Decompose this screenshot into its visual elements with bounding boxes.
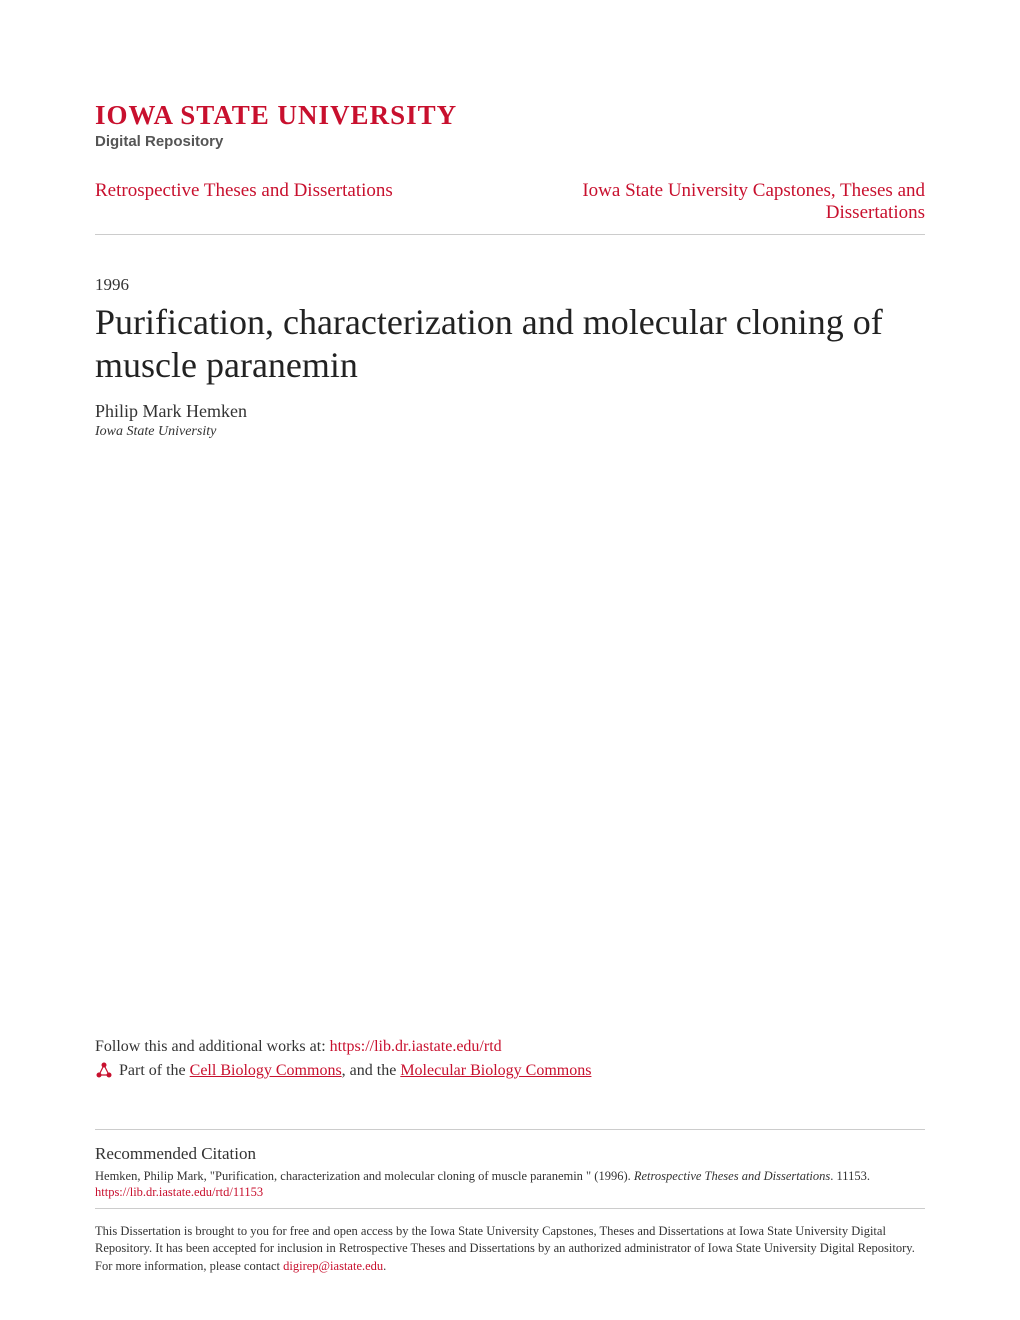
- author-affiliation: Iowa State University: [95, 424, 925, 440]
- publication-year: 1996: [95, 275, 925, 295]
- contact-email[interactable]: digirep@iastate.edu: [283, 1259, 383, 1273]
- partof-middle: , and the: [342, 1062, 401, 1079]
- logo-institution: Iowa State University: [95, 100, 925, 131]
- author-name: Philip Mark Hemken: [95, 401, 925, 422]
- follow-prefix: Follow this and additional works at:: [95, 1038, 330, 1055]
- citation-url[interactable]: https://lib.dr.iastate.edu/rtd/11153: [95, 1185, 925, 1200]
- document-title: Purification, characterization and molec…: [95, 301, 925, 387]
- follow-line: Follow this and additional works at: htt…: [95, 1038, 925, 1056]
- logo-subtitle: Digital Repository: [95, 133, 925, 150]
- follow-url[interactable]: https://lib.dr.iastate.edu/rtd: [330, 1038, 502, 1055]
- citation-heading: Recommended Citation: [95, 1144, 925, 1164]
- footer-disclaimer: This Dissertation is brought to you for …: [95, 1208, 925, 1276]
- follow-section: Follow this and additional works at: htt…: [95, 1038, 925, 1080]
- commons-link-2[interactable]: Molecular Biology Commons: [400, 1062, 591, 1079]
- partof-line: Part of the Cell Biology Commons, and th…: [95, 1062, 925, 1080]
- footer-text: This Dissertation is brought to you for …: [95, 1224, 915, 1273]
- citation-title-quoted: "Purification, characterization and mole…: [210, 1169, 634, 1183]
- collection-link-right[interactable]: Iowa State University Capstones, Theses …: [575, 180, 925, 224]
- header-nav: Retrospective Theses and Dissertations I…: [95, 180, 925, 235]
- footer-period: .: [383, 1259, 386, 1273]
- citation-series: Retrospective Theses and Dissertations: [634, 1169, 830, 1183]
- citation-section: Recommended Citation Hemken, Philip Mark…: [95, 1129, 925, 1201]
- citation-text: Hemken, Philip Mark, "Purification, char…: [95, 1168, 925, 1186]
- partof-prefix: Part of the: [119, 1062, 190, 1079]
- citation-author: Hemken, Philip Mark,: [95, 1169, 210, 1183]
- repository-logo: Iowa State University Digital Repository: [95, 100, 925, 150]
- commons-link-1[interactable]: Cell Biology Commons: [190, 1062, 342, 1079]
- collection-link-left[interactable]: Retrospective Theses and Dissertations: [95, 180, 393, 202]
- network-icon: [95, 1062, 113, 1080]
- citation-number: . 11153.: [830, 1169, 870, 1183]
